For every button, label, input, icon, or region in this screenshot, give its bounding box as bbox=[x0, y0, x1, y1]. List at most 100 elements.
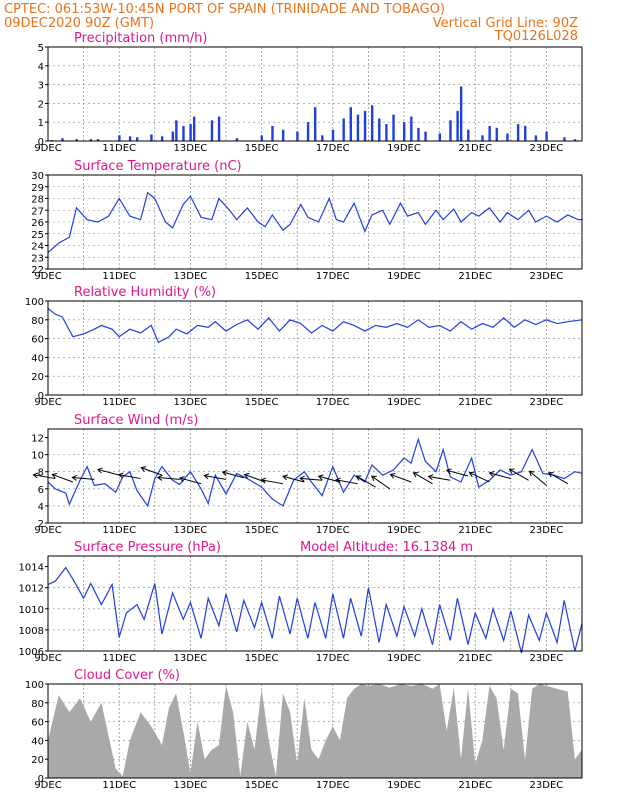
wind-arrow-shaft bbox=[446, 469, 469, 477]
precip-bar bbox=[89, 139, 93, 141]
precip-bar bbox=[192, 116, 196, 141]
wind-arrow-head bbox=[427, 474, 434, 481]
precip-bar bbox=[175, 120, 178, 141]
wind-series-line bbox=[47, 437, 583, 508]
precip-bar bbox=[217, 116, 221, 141]
temp-series-line bbox=[47, 191, 582, 254]
wind-arrow-shaft bbox=[489, 472, 511, 480]
cloud-panel: 0 20 40 60 80 100 9DEC 11DEC 13DEC 15DEC 17DEC 19DE… bbox=[25, 668, 583, 791]
x-tick-label: 21DEC bbox=[458, 525, 492, 536]
wind-arrow-head bbox=[299, 475, 305, 482]
wind-arrow-shaft bbox=[118, 474, 141, 480]
x-tick-label: 13DEC bbox=[174, 525, 208, 536]
wind-arrow-head bbox=[178, 476, 185, 482]
wind-arrow-head bbox=[32, 472, 39, 479]
precip-bar bbox=[160, 136, 164, 141]
x-tick-label: 11DEC bbox=[102, 525, 136, 536]
y-tick-label: 29 bbox=[31, 183, 44, 194]
x-tick-label: 11DEC bbox=[102, 397, 136, 408]
y-tick-label: 28 bbox=[31, 195, 44, 206]
precip-bar bbox=[495, 127, 498, 141]
y-tick-label: 8 bbox=[38, 468, 44, 479]
x-tick-label: 17DEC bbox=[316, 653, 350, 664]
wind-arrow-shaft bbox=[261, 479, 284, 485]
x-tick-label: 23DEC bbox=[530, 780, 564, 791]
precip-bar bbox=[424, 131, 427, 141]
wind-arrow-head bbox=[317, 474, 324, 481]
wind-arrow-shaft bbox=[157, 477, 180, 480]
run-date: 09DEC2020 90Z (GMT) bbox=[4, 16, 154, 31]
x-tick-label: 21DEC bbox=[458, 271, 492, 282]
wind-arrow-head bbox=[389, 473, 396, 479]
y-tick-label: 27 bbox=[31, 206, 44, 217]
wind-arrow-shaft bbox=[548, 472, 569, 485]
y-tick-label: 1 bbox=[38, 118, 44, 129]
x-tick-label: 11DEC bbox=[102, 143, 136, 154]
rh-panel: 0 20 40 60 80 100 9DEC 11DEC 13DEC 15DEC 17DEC 19DE… bbox=[25, 285, 583, 408]
precip-bar bbox=[506, 133, 509, 141]
x-tick-label: 21DEC bbox=[458, 780, 492, 791]
y-tick-label: 4 bbox=[38, 502, 44, 513]
x-tick-label: 17DEC bbox=[316, 397, 350, 408]
wind-arrow-head bbox=[243, 473, 250, 479]
y-tick-label: 10 bbox=[31, 451, 44, 462]
y-tick-label: 1006 bbox=[19, 647, 44, 658]
precip-bar bbox=[370, 105, 374, 141]
y-tick-label: 0 bbox=[38, 391, 44, 402]
precip-bar bbox=[150, 134, 153, 141]
rh-frame bbox=[47, 300, 583, 396]
precip-bar bbox=[314, 107, 317, 141]
y-tick-label: 0 bbox=[38, 774, 44, 785]
precip-bar bbox=[189, 124, 192, 141]
precip-bar bbox=[545, 131, 548, 141]
precip-bar bbox=[96, 139, 100, 141]
wind-arrow-head bbox=[355, 475, 362, 481]
y-tick-label: 3 bbox=[38, 81, 44, 92]
precip-bar bbox=[271, 125, 274, 141]
x-tick-label: 9DEC bbox=[34, 143, 61, 154]
x-tick-label: 21DEC bbox=[458, 143, 492, 154]
precip-frame bbox=[47, 46, 583, 142]
wind-arrow-head bbox=[508, 468, 515, 474]
wind-panel: 2 4 6 8 10 12 9DEC 11DEC 13DEC 15DEC 17DEC 19DEC 21D… bbox=[31, 413, 583, 536]
x-tick-label: 19DEC bbox=[387, 653, 421, 664]
precip-bar bbox=[456, 110, 459, 141]
y-tick-label: 1012 bbox=[19, 584, 44, 595]
x-tick-label: 9DEC bbox=[34, 397, 61, 408]
header: CPTEC: 061:53W-10:45N PORT OF SPAIN (TRI… bbox=[4, 2, 578, 44]
y-tick-label: 23 bbox=[31, 253, 44, 264]
wind-arrow-shaft bbox=[33, 474, 56, 480]
precip-bar bbox=[306, 122, 310, 141]
wind-arrow-shaft bbox=[371, 475, 391, 490]
y-tick-label: 80 bbox=[31, 699, 44, 710]
rh-series-line bbox=[47, 308, 583, 344]
wind-arrow-head bbox=[547, 472, 554, 478]
x-tick-label: 15DEC bbox=[245, 271, 279, 282]
precip-bar bbox=[385, 124, 388, 141]
y-tick-label: 2 bbox=[38, 99, 44, 110]
precip-bar bbox=[417, 127, 420, 141]
x-tick-label: 11DEC bbox=[102, 271, 136, 282]
precip-bar bbox=[260, 135, 263, 141]
y-tick-label: 60 bbox=[31, 335, 44, 346]
y-tick-label: 20 bbox=[31, 372, 44, 383]
temp-frame bbox=[47, 174, 583, 270]
x-tick-label: 19DEC bbox=[387, 397, 421, 408]
x-tick-label: 11DEC bbox=[102, 653, 136, 664]
precip-bar bbox=[534, 135, 538, 141]
wind-arrow-shaft bbox=[413, 472, 433, 485]
precip-bar bbox=[392, 114, 395, 141]
x-tick-label: 17DEC bbox=[316, 780, 350, 791]
wind-arrow-head bbox=[71, 474, 78, 481]
precip-title: Precipitation (mm/h) bbox=[74, 31, 207, 46]
precip-bar bbox=[118, 135, 121, 141]
x-tick-label: 19DEC bbox=[387, 525, 421, 536]
wind-arrow-shaft bbox=[390, 473, 412, 483]
wind-arrow-shaft bbox=[141, 467, 163, 476]
wind-arrow-shaft bbox=[72, 477, 95, 480]
y-tick-label: 100 bbox=[25, 680, 44, 691]
precip-bar bbox=[210, 120, 214, 141]
wind-arrow-shaft bbox=[179, 477, 202, 485]
precip-bar bbox=[467, 129, 470, 141]
